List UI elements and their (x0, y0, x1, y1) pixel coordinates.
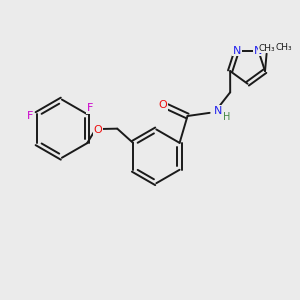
Text: F: F (27, 111, 33, 121)
Text: F: F (86, 103, 93, 113)
Text: H: H (223, 112, 230, 122)
Text: N: N (254, 46, 262, 56)
Text: CH₃: CH₃ (259, 44, 275, 52)
Text: N: N (213, 106, 222, 116)
Text: N: N (232, 46, 241, 56)
Text: O: O (158, 100, 167, 110)
Text: CH₃: CH₃ (276, 43, 292, 52)
Text: O: O (94, 125, 102, 135)
